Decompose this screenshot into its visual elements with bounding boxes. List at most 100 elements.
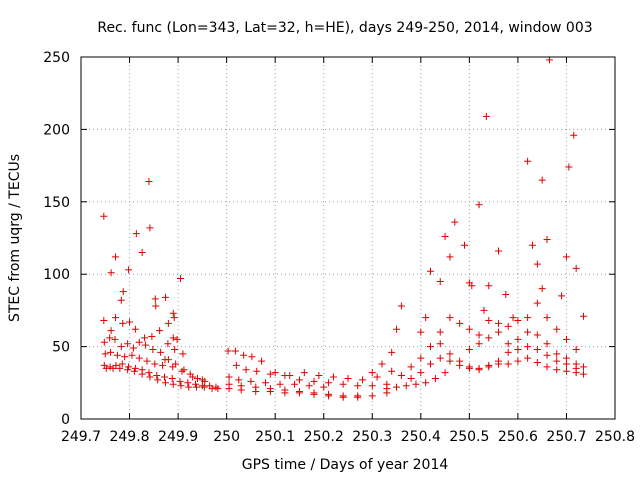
data-point	[480, 306, 488, 314]
data-point	[344, 374, 352, 382]
data-point	[509, 314, 517, 322]
data-point	[235, 376, 243, 384]
data-point	[446, 314, 454, 322]
data-point	[465, 345, 473, 353]
data-point	[184, 379, 192, 387]
data-point	[131, 364, 139, 372]
data-point	[149, 345, 157, 353]
data-point	[514, 357, 522, 365]
data-point	[194, 374, 202, 382]
data-point	[107, 348, 115, 356]
data-point	[475, 366, 483, 374]
data-point	[161, 356, 169, 364]
data-point	[266, 370, 274, 378]
data-point	[138, 248, 146, 256]
data-point	[427, 360, 435, 368]
data-point	[132, 230, 140, 238]
data-point	[562, 367, 570, 375]
data-point	[177, 275, 185, 283]
data-point	[562, 360, 570, 368]
data-point	[237, 386, 245, 394]
data-point	[124, 366, 132, 374]
data-point	[161, 379, 169, 387]
data-point	[538, 176, 546, 184]
x-tick-label: 249.9	[158, 429, 198, 445]
x-tick-label: 250	[213, 429, 240, 445]
data-point	[475, 340, 483, 348]
data-point	[427, 267, 435, 275]
data-point	[533, 299, 541, 307]
data-point	[388, 367, 396, 375]
data-point	[383, 385, 391, 393]
data-point	[543, 363, 551, 371]
data-point	[310, 390, 318, 398]
data-point	[242, 366, 250, 374]
data-point	[154, 376, 162, 384]
data-point	[172, 360, 180, 368]
data-point	[111, 253, 119, 261]
data-point	[543, 351, 551, 359]
data-point	[378, 360, 386, 368]
data-point	[504, 360, 512, 368]
data-point	[494, 360, 502, 368]
data-point	[146, 373, 154, 381]
data-point	[160, 373, 168, 381]
data-point	[169, 309, 177, 317]
data-point	[485, 317, 493, 325]
data-point	[397, 372, 405, 380]
data-point	[193, 383, 201, 391]
data-point	[173, 335, 181, 343]
data-point	[286, 372, 294, 380]
y-tick-label: 200	[43, 122, 70, 138]
data-point	[388, 348, 396, 356]
data-point	[553, 366, 561, 374]
data-point	[543, 340, 551, 348]
data-point	[494, 247, 502, 255]
plot-frame	[80, 56, 616, 420]
data-point	[465, 325, 473, 333]
data-point	[118, 360, 126, 368]
data-point	[291, 380, 299, 388]
data-point	[119, 319, 127, 327]
data-point	[562, 253, 570, 261]
data-point	[145, 369, 153, 377]
data-point	[572, 345, 580, 353]
data-point	[148, 332, 156, 340]
x-tick-label: 250.1	[255, 429, 295, 445]
data-point	[169, 380, 177, 388]
data-point	[185, 383, 193, 391]
data-point	[130, 367, 138, 375]
data-point	[485, 363, 493, 371]
data-point	[562, 335, 570, 343]
data-point	[271, 369, 279, 377]
data-point	[417, 369, 425, 377]
x-tick-label: 250.3	[352, 429, 392, 445]
data-point	[456, 319, 464, 327]
y-tick-label: 100	[43, 267, 70, 283]
data-point	[558, 292, 566, 300]
data-point	[579, 363, 587, 371]
data-point	[436, 328, 444, 336]
data-point	[475, 201, 483, 209]
data-point	[504, 348, 512, 356]
data-point	[135, 338, 143, 346]
data-point	[295, 389, 303, 397]
data-point	[142, 341, 150, 349]
data-point	[177, 382, 185, 390]
data-point	[225, 373, 233, 381]
data-point	[572, 264, 580, 272]
data-point	[305, 382, 313, 390]
data-point	[119, 288, 127, 296]
data-point	[192, 380, 200, 388]
data-point	[579, 312, 587, 320]
data-point	[412, 380, 420, 388]
data-point	[225, 385, 233, 393]
data-point	[329, 373, 337, 381]
data-point	[180, 366, 188, 374]
data-point	[538, 285, 546, 293]
data-point	[252, 387, 260, 395]
data-point	[171, 345, 179, 353]
data-point	[393, 383, 401, 391]
data-point	[121, 353, 129, 361]
x-tick-label: 249.7	[61, 429, 101, 445]
